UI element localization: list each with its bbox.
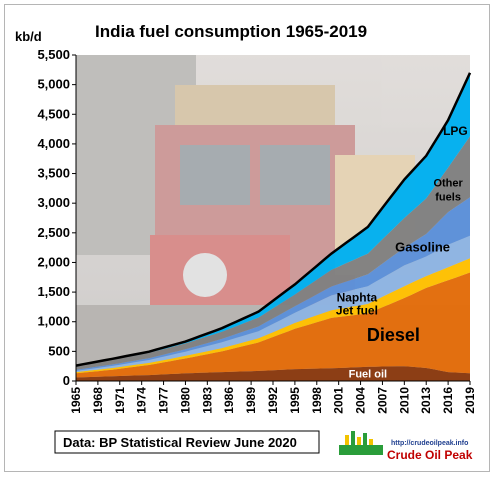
y-tick-label: 4,500 bbox=[37, 106, 70, 121]
x-tick-label: 1998 bbox=[310, 387, 324, 414]
stacked-areas bbox=[76, 72, 470, 381]
chart-title: India fuel consumption 1965-2019 bbox=[95, 22, 367, 41]
x-tick-label: 1968 bbox=[91, 387, 105, 414]
x-tick-label: 2001 bbox=[332, 387, 346, 414]
total-line bbox=[75, 72, 472, 367]
crude-oil-peak-logo: http://crudeoilpeak.info Crude Oil Peak bbox=[339, 431, 473, 462]
x-tick-label: 2016 bbox=[441, 387, 455, 414]
series-label-diesel: Diesel bbox=[367, 325, 420, 345]
logo-name: Crude Oil Peak bbox=[387, 448, 473, 462]
y-tick-label: 2,000 bbox=[37, 254, 70, 269]
area-other-fuels bbox=[76, 136, 470, 370]
y-tick-label: 500 bbox=[48, 343, 70, 358]
x-tick-label: 2007 bbox=[375, 387, 389, 414]
y-tick-label: 1,000 bbox=[37, 314, 70, 329]
area-lpg bbox=[76, 72, 470, 367]
x-tick-label: 1965 bbox=[69, 387, 83, 414]
y-tick-label: 4,000 bbox=[37, 136, 70, 151]
x-tick-label: 1974 bbox=[135, 387, 149, 414]
y-tick-label: 3,000 bbox=[37, 195, 70, 210]
series-label-fuel-oil: Fuel oil bbox=[349, 369, 388, 381]
chart-axes bbox=[72, 54, 471, 385]
x-tick-label: 1989 bbox=[244, 387, 258, 414]
chart-frame: India fuel consumption 1965-2019 kb/d 0 5… bbox=[4, 4, 490, 472]
y-tick-label: 2,500 bbox=[37, 225, 70, 240]
series-label-naphta: Naphta bbox=[337, 291, 378, 305]
series-label-gasoline: Gasoline bbox=[395, 240, 450, 255]
area-fuel-oil bbox=[76, 366, 470, 381]
x-tick-label: 2019 bbox=[463, 387, 477, 414]
source-text: Data: BP Statistical Review June 2020 bbox=[63, 435, 297, 450]
india-fuel-chart: India fuel consumption 1965-2019 kb/d 0 5… bbox=[15, 22, 477, 462]
x-tick-label: 2010 bbox=[397, 387, 411, 414]
x-tick-label: 1986 bbox=[222, 387, 236, 414]
y-tick-label: 5,000 bbox=[37, 77, 70, 92]
series-label-jet-fuel: Jet fuel bbox=[336, 303, 378, 317]
y-tick-label: 3,500 bbox=[37, 166, 70, 181]
y-tick-label: 5,500 bbox=[37, 47, 70, 62]
x-tick-label: 2013 bbox=[419, 387, 433, 414]
x-axis-tick-labels: 1965 1968 1971 1974 1977 1980 1983 1986 1989 1992… bbox=[69, 387, 477, 414]
x-tick-label: 1971 bbox=[113, 387, 127, 414]
y-axis-unit-label: kb/d bbox=[15, 29, 42, 44]
y-tick-label: 0 bbox=[63, 373, 70, 388]
series-label-other-fuels: Other bbox=[433, 178, 463, 190]
x-tick-label: 1983 bbox=[200, 387, 214, 414]
y-axis-tick-labels: 0 500 1,000 1,500 2,000 2,500 3,000 3,500 4,000 4… bbox=[37, 47, 70, 388]
x-tick-label: 1992 bbox=[266, 387, 280, 414]
area-diesel bbox=[76, 272, 470, 378]
x-tick-label: 2004 bbox=[354, 387, 368, 414]
source-box: Data: BP Statistical Review June 2020 bbox=[54, 430, 320, 454]
x-tick-label: 1977 bbox=[157, 387, 171, 414]
total-consumption-line bbox=[75, 72, 472, 367]
y-tick-label: 1,500 bbox=[37, 284, 70, 299]
x-tick-label: 1980 bbox=[178, 387, 192, 414]
logo-url: http://crudeoilpeak.info bbox=[391, 440, 468, 447]
series-label-other-fuels: fuels bbox=[435, 192, 461, 204]
series-label-lpg: LPG bbox=[443, 124, 468, 138]
x-tick-label: 1995 bbox=[288, 387, 302, 414]
